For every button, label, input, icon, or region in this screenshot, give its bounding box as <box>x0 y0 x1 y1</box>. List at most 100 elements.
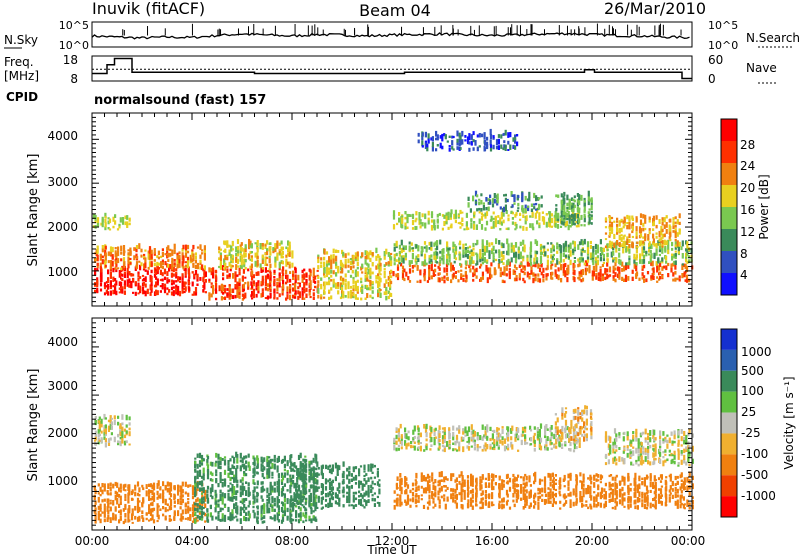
data-cell <box>488 474 491 481</box>
data-cell <box>458 480 461 485</box>
data-cell <box>678 278 681 282</box>
data-cell <box>360 280 363 284</box>
data-cell <box>255 282 258 288</box>
data-cell <box>156 278 159 284</box>
data-cell <box>524 195 527 201</box>
data-cell <box>554 474 557 477</box>
data-cell <box>250 251 253 254</box>
data-cell <box>312 267 315 273</box>
data-cell <box>112 279 115 282</box>
data-cell <box>572 491 575 496</box>
data-cell <box>508 274 511 280</box>
data-cell <box>367 499 370 503</box>
data-cell <box>560 193 563 198</box>
data-cell <box>578 194 581 199</box>
data-cell <box>291 250 294 255</box>
data-cell <box>546 248 549 252</box>
data-cell <box>296 489 299 495</box>
data-cell <box>252 479 255 485</box>
data-cell <box>285 246 288 250</box>
data-cell <box>103 427 106 433</box>
data-cell <box>655 235 658 239</box>
data-cell <box>377 283 380 289</box>
data-cell <box>572 208 575 213</box>
data-cell <box>109 290 112 296</box>
data-cell <box>260 456 263 461</box>
data-cell <box>163 289 167 294</box>
data-cell <box>196 263 200 270</box>
data-cell <box>289 271 292 274</box>
data-cell <box>635 226 638 232</box>
data-cell <box>191 504 195 507</box>
data-cell <box>538 490 542 495</box>
data-cell <box>104 255 107 261</box>
data-cell <box>219 475 222 481</box>
data-cell <box>231 497 234 502</box>
cpid-value: normalsound (fast) 157 <box>94 93 266 108</box>
data-cell <box>479 256 482 263</box>
data-cell <box>261 291 264 297</box>
data-cell <box>560 209 563 214</box>
data-cell <box>595 478 598 482</box>
data-cell <box>439 142 442 149</box>
data-cell <box>221 507 224 511</box>
data-cell <box>515 489 518 493</box>
data-cell <box>396 504 399 507</box>
data-cell <box>117 440 120 444</box>
data-cell <box>393 253 396 258</box>
data-cell <box>439 250 442 254</box>
data-cell <box>159 486 162 490</box>
data-cell <box>538 278 542 283</box>
data-cell <box>223 482 227 487</box>
data-cell <box>305 511 308 515</box>
data-cell <box>448 247 451 251</box>
data-cell <box>181 489 184 494</box>
data-cell <box>99 282 103 287</box>
data-cell <box>500 258 503 261</box>
data-cell <box>101 245 104 249</box>
data-cell <box>503 280 506 284</box>
data-cell <box>94 430 97 434</box>
data-cell <box>467 499 470 504</box>
data-cell <box>198 460 202 465</box>
data-cell <box>278 261 281 266</box>
data-cell <box>278 267 281 271</box>
data-cell <box>286 489 289 492</box>
data-cell <box>434 250 437 256</box>
data-cell <box>491 488 494 491</box>
data-cell <box>370 466 373 472</box>
data-cell <box>554 479 557 482</box>
data-cell <box>330 493 333 496</box>
data-cell <box>277 479 280 485</box>
data-cell <box>166 279 169 284</box>
power-cells <box>92 128 694 301</box>
data-cell <box>206 460 209 466</box>
data-cell <box>204 490 207 496</box>
data-cell <box>494 269 497 274</box>
data-cell <box>352 284 355 289</box>
data-cell <box>395 252 398 257</box>
data-cell <box>534 273 537 276</box>
data-cell <box>518 277 521 281</box>
data-cell <box>354 257 357 262</box>
data-cell <box>191 520 195 523</box>
data-cell <box>215 503 218 508</box>
data-cell <box>203 269 206 276</box>
data-cell <box>423 241 427 245</box>
data-cell <box>94 420 97 426</box>
data-cell <box>649 249 652 254</box>
data-cell <box>124 513 127 518</box>
data-cell <box>519 254 522 260</box>
data-cell <box>256 259 259 266</box>
data-cell <box>281 502 285 507</box>
data-cell <box>512 144 515 148</box>
data-cell <box>430 245 433 251</box>
data-cell <box>404 477 407 483</box>
data-cell <box>516 209 519 212</box>
data-cell <box>290 495 293 498</box>
data-cell <box>688 278 691 283</box>
data-cell <box>585 491 588 495</box>
data-cell <box>268 462 271 468</box>
data-cell <box>399 485 402 491</box>
data-cell <box>245 465 248 471</box>
